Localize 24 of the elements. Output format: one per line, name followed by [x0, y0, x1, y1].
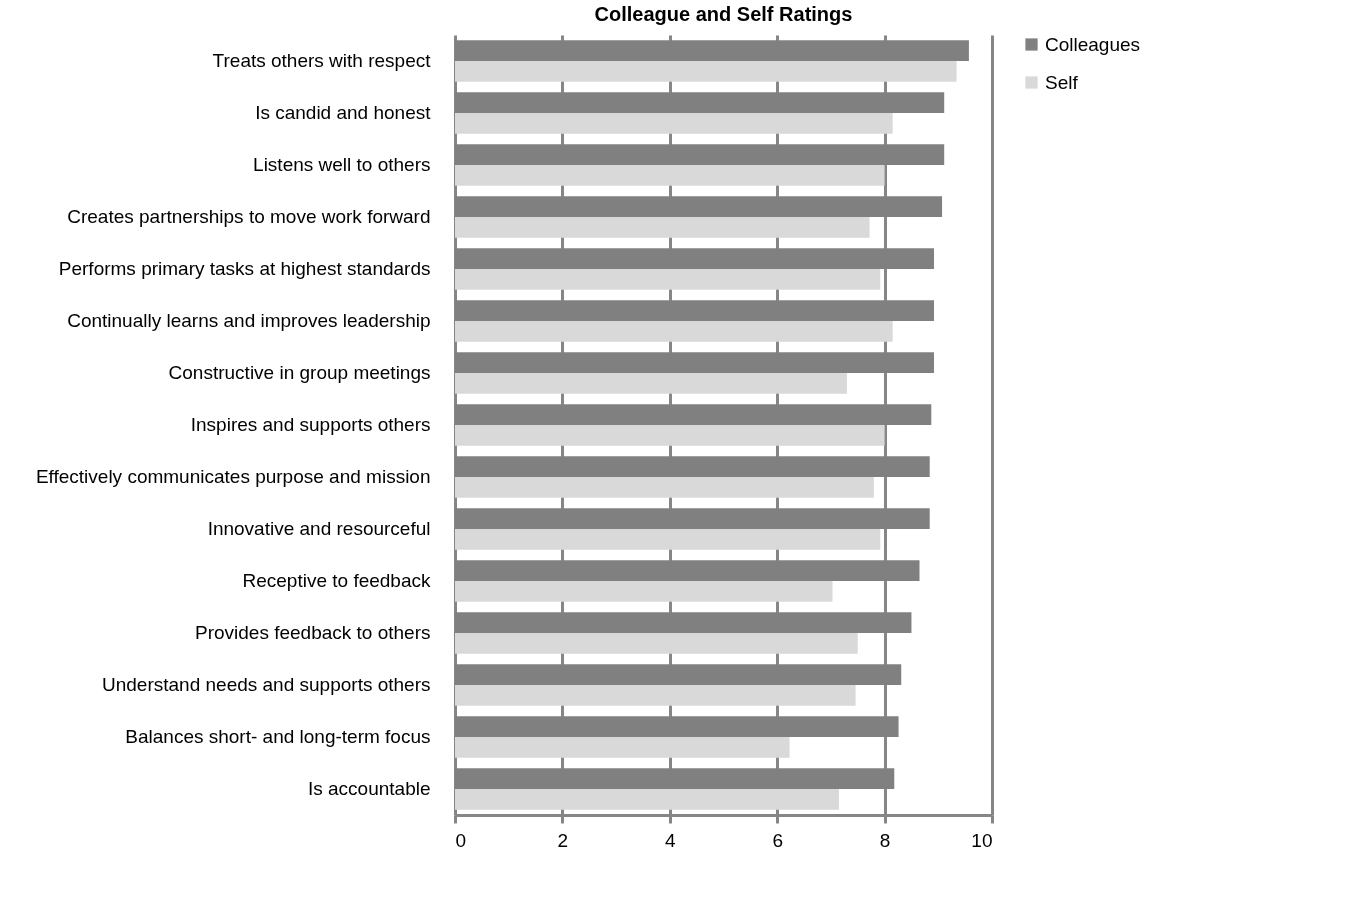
y-tick-label: Is accountable — [307, 778, 431, 799]
y-tick-label: Listens well to others — [253, 154, 431, 175]
y-tick-label: Provides feedback to others — [194, 622, 431, 643]
legend-label: Colleagues — [1045, 33, 1141, 55]
x-tick-label: 8 — [879, 829, 891, 851]
x-tick-label: 0 — [455, 829, 467, 851]
y-tick-label: Understand needs and supports others — [102, 674, 431, 695]
x-tick-label: 4 — [665, 829, 677, 851]
y-tick-label: Continually learns and improves leadership — [67, 310, 431, 331]
y-tick-label: Effectively communicates purpose and mission — [35, 466, 431, 487]
chart-title: Colleague and Self Ratings — [594, 3, 853, 25]
legend-label: Self — [1045, 71, 1079, 93]
y-tick-label: Receptive to feedback — [242, 570, 431, 591]
y-tick-label: Constructive in group meetings — [168, 362, 431, 383]
x-tick-label: 10 — [971, 829, 993, 851]
y-tick-label: Inspires and supports others — [190, 414, 431, 435]
y-tick-label: Treats others with respect — [212, 50, 432, 71]
y-tick-label: Is candid and honest — [255, 102, 432, 123]
y-tick-label: Performs primary tasks at highest standards — [58, 258, 431, 279]
x-tick-label: 2 — [557, 829, 569, 851]
y-tick-label: Balances short- and long-term focus — [125, 726, 431, 747]
y-tick-label: Innovative and resourceful — [207, 518, 431, 539]
x-tick-label: 6 — [772, 829, 783, 851]
y-tick-label: Creates partnerships to move work forward — [67, 206, 431, 227]
